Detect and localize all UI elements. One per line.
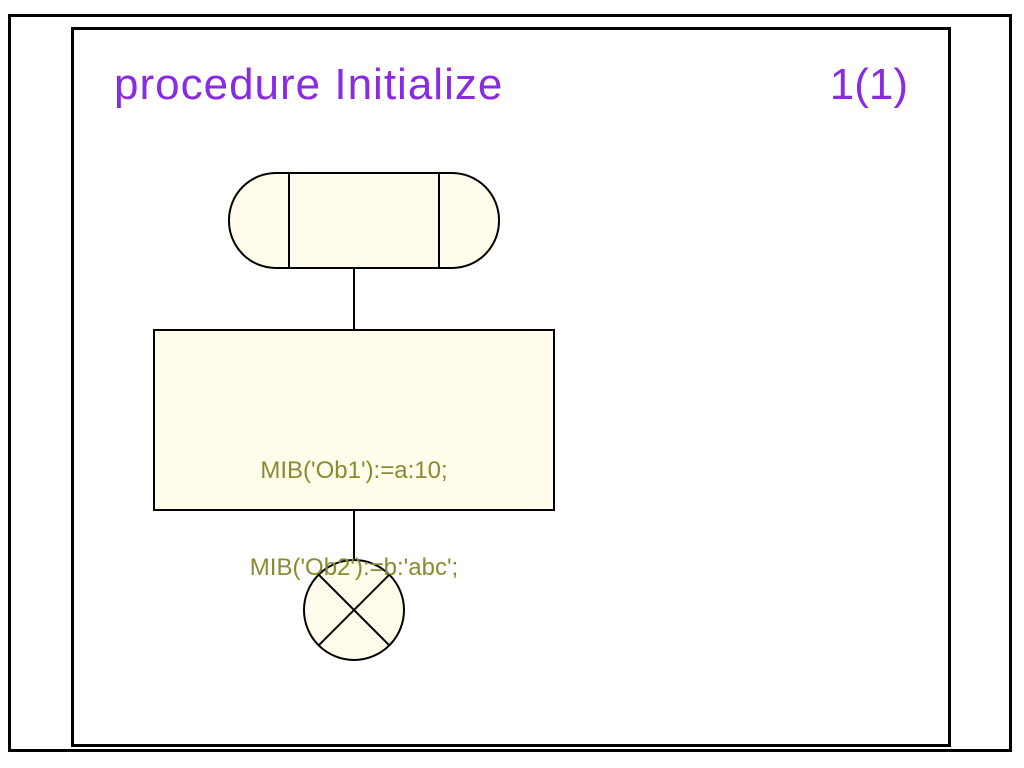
outer-frame: procedure Initialize 1(1) [8, 14, 1012, 752]
task-line-1: MIB('Ob1'):=a:10; [154, 455, 554, 487]
start-node [229, 173, 499, 268]
diagram-frame: procedure Initialize 1(1) [71, 27, 951, 747]
task-text: MIB('Ob1'):=a:10; MIB('Ob2'):=b:'abc'; [154, 390, 554, 649]
task-line-2: MIB('Ob2'):=b:'abc'; [154, 552, 554, 584]
start-shape [229, 173, 499, 268]
